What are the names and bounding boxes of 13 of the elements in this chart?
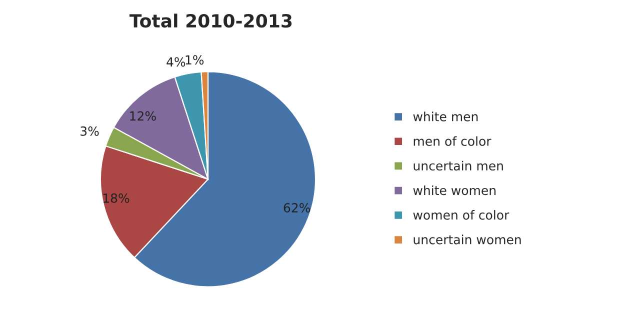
legend-label: white women bbox=[413, 185, 496, 196]
legend-label: uncertain women bbox=[414, 234, 521, 244]
legend-label: uncertain men bbox=[414, 160, 503, 171]
data-label: 62% bbox=[284, 203, 310, 213]
data-label: 12% bbox=[130, 111, 156, 121]
data-label: 1% bbox=[186, 55, 204, 65]
data-label: 3% bbox=[80, 126, 99, 136]
chart-title: Total 2010-2013 bbox=[129, 14, 292, 28]
legend-label: white men bbox=[413, 112, 478, 122]
legend-label: women of color bbox=[413, 210, 510, 220]
legend-label: men of color bbox=[414, 136, 492, 146]
data-label: 18% bbox=[103, 193, 130, 203]
data-label: 4% bbox=[166, 57, 186, 67]
